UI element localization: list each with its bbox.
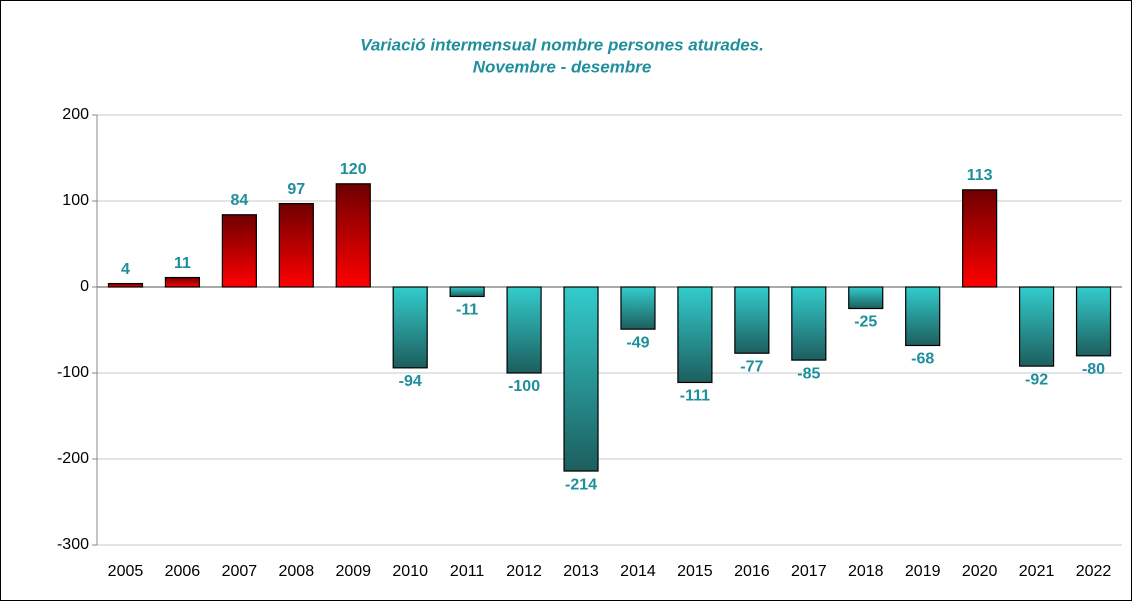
y-tick-label: 100 <box>62 192 89 209</box>
y-tick-label: -100 <box>57 364 89 381</box>
x-tick-label: 2019 <box>905 563 941 580</box>
y-tick-label: -300 <box>57 536 89 553</box>
data-label: 84 <box>230 192 248 209</box>
data-label: -49 <box>626 334 649 351</box>
data-label: -92 <box>1025 371 1048 388</box>
y-tick-label: -200 <box>57 450 89 467</box>
data-label: 120 <box>340 161 367 178</box>
bar <box>848 286 884 310</box>
bar <box>905 286 941 347</box>
x-tick-label: 2016 <box>734 563 770 580</box>
bar <box>221 214 257 288</box>
data-label: -100 <box>508 378 540 395</box>
bar <box>1018 286 1055 367</box>
x-tick-label: 2022 <box>1076 563 1112 580</box>
data-label: -11 <box>456 302 478 319</box>
data-label: -94 <box>399 373 422 390</box>
bar <box>449 286 485 298</box>
x-tick-label: 2009 <box>335 563 371 580</box>
x-tick-label: 2017 <box>791 563 827 580</box>
y-tick-label: 0 <box>80 278 89 295</box>
bar <box>335 183 371 288</box>
data-label: -77 <box>740 358 763 375</box>
data-label: 113 <box>967 167 993 184</box>
x-tick-label: 2015 <box>677 563 713 580</box>
x-tick-label: 2021 <box>1019 563 1055 580</box>
x-tick-label: 2007 <box>222 563 258 580</box>
x-tick-label: 2010 <box>392 563 428 580</box>
data-label: 4 <box>121 261 130 278</box>
x-tick-label: 2020 <box>962 563 998 580</box>
bar <box>734 286 770 354</box>
data-label: -25 <box>854 314 877 331</box>
chart-subtitle: Novembre - desembre <box>473 57 652 76</box>
data-label: -111 <box>680 388 710 405</box>
bar <box>791 286 827 361</box>
x-tick-label: 2013 <box>563 563 599 580</box>
x-tick-label: 2014 <box>620 563 656 580</box>
data-label: -80 <box>1082 361 1105 378</box>
bar <box>392 286 428 369</box>
bar <box>962 189 998 288</box>
bar <box>677 286 713 384</box>
x-tick-label: 2006 <box>165 563 201 580</box>
x-tick-label: 2005 <box>108 563 144 580</box>
x-tick-label: 2011 <box>450 563 485 580</box>
y-tick-label: 200 <box>62 106 89 123</box>
data-label: -68 <box>911 351 934 368</box>
x-tick-label: 2018 <box>848 563 884 580</box>
data-label: 11 <box>174 255 191 272</box>
x-tick-label: 2008 <box>279 563 315 580</box>
bar <box>620 286 656 330</box>
x-tick-label: 2012 <box>506 563 542 580</box>
chart-title: Variació intermensual nombre persones at… <box>360 35 764 54</box>
data-label: -214 <box>565 476 597 493</box>
data-label: -85 <box>797 365 820 382</box>
bar <box>506 286 542 374</box>
bar <box>1075 286 1112 357</box>
data-label: 97 <box>287 181 305 198</box>
bar <box>164 276 201 288</box>
bar <box>563 286 599 472</box>
bar <box>278 202 314 288</box>
bar <box>107 282 144 288</box>
